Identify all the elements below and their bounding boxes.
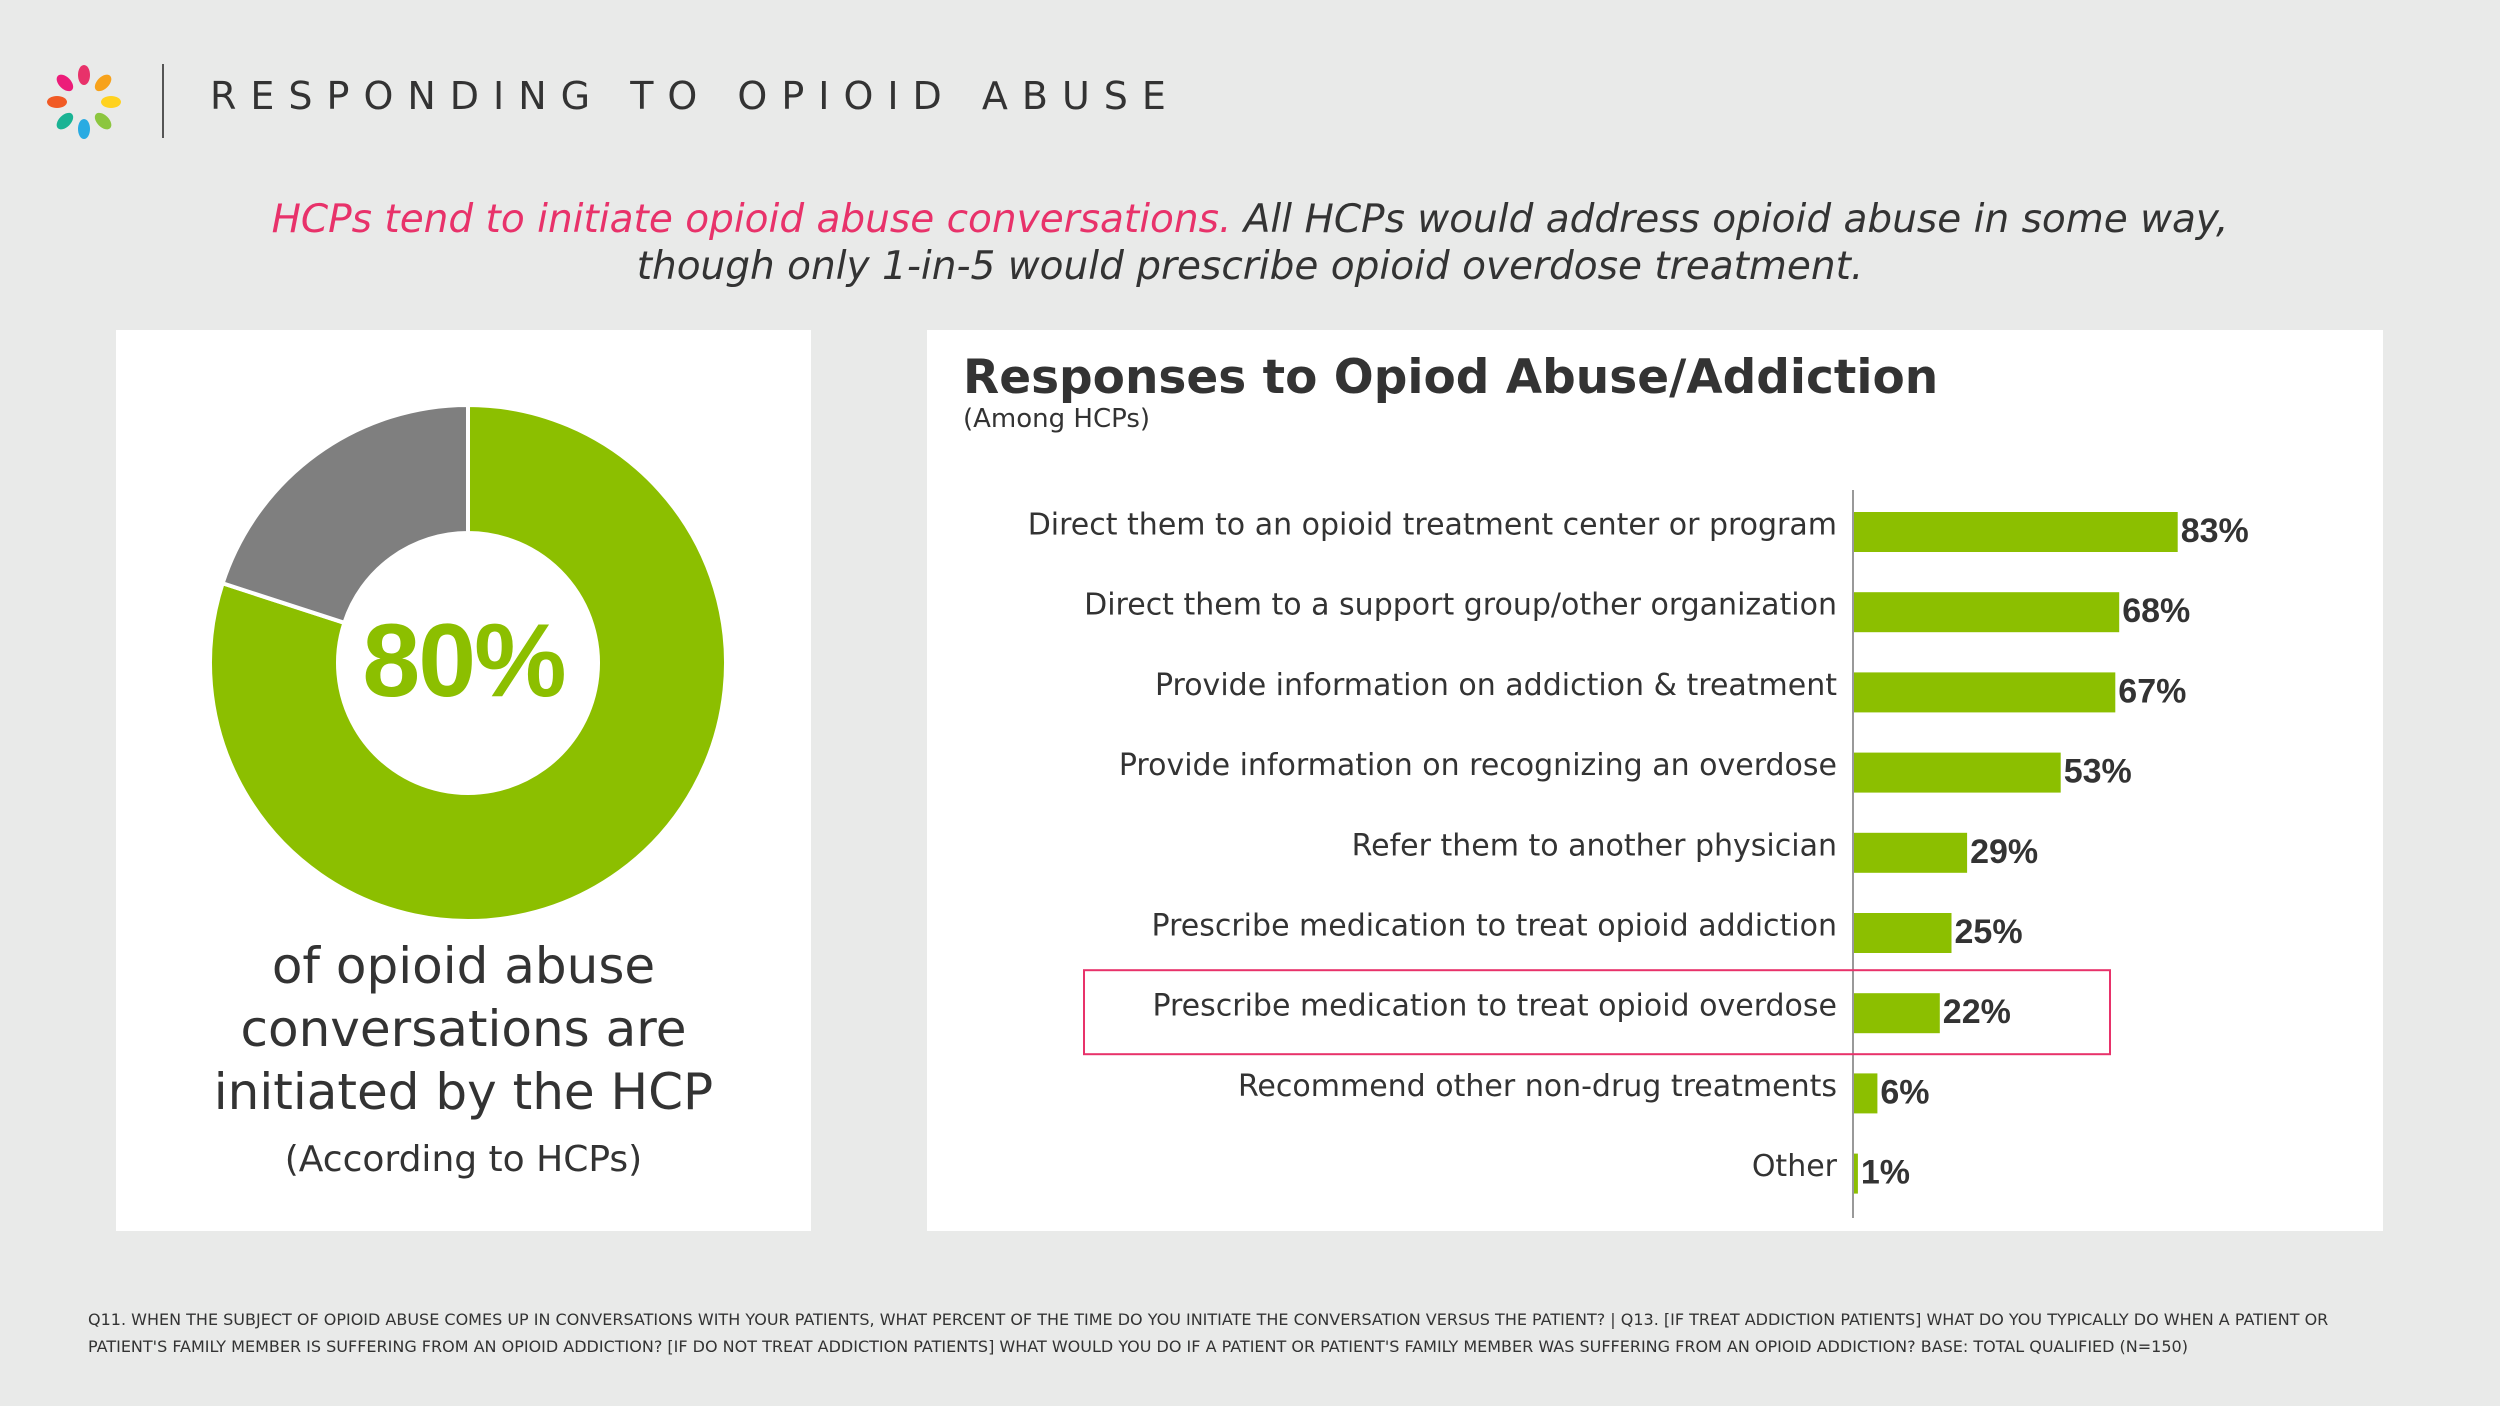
headline-rest: All HCPs would address opioid abuse in s… [1231, 197, 2229, 242]
footnote: Q11. WHEN THE SUBJECT OF OPIOID ABUSE CO… [88, 1310, 2329, 1356]
bar [1854, 993, 1940, 1034]
bar [1854, 1073, 1878, 1114]
value-label: 67% [2118, 672, 2186, 710]
logo-petal [94, 112, 112, 130]
category-label: Recommend other non-drug treatments [1238, 1069, 1837, 1104]
bar [1854, 1153, 1858, 1194]
bar-chart-panel: Responses to Opiod Abuse/Addiction (Amon… [927, 330, 2383, 1231]
value-label: 68% [2122, 592, 2190, 630]
value-label: 53% [2064, 753, 2132, 791]
headline-line-1: HCPs tend to initiate opioid abuse conve… [200, 196, 2300, 243]
logo-petal [78, 119, 90, 139]
chart-subtitle: (Among HCPs) [963, 404, 1151, 434]
headline-line-2: though only 1-in-5 would prescribe opioi… [636, 244, 1864, 289]
value-label: 29% [1970, 833, 2038, 871]
donut-value-label: 80% [362, 603, 566, 719]
chart-title: Responses to Opiod Abuse/Addiction [963, 350, 1939, 405]
bar [1854, 592, 2120, 633]
bar [1854, 913, 1952, 953]
donut-panel: 80% of opioid abuse conversations are in… [116, 330, 811, 1231]
value-label: 22% [1943, 993, 2011, 1031]
bar [1854, 752, 2061, 793]
logo-petal [101, 96, 121, 108]
logo-petal [56, 112, 74, 130]
logo-petal [78, 65, 90, 85]
bar [1854, 512, 2178, 552]
page-title: RESPONDING TO OPIOID ABUSE [210, 74, 1180, 118]
logo-petal [47, 96, 67, 108]
category-label: Refer them to another physician [1352, 828, 1837, 863]
donut-slice [220, 402, 470, 626]
bar-chart: Direct them to an opioid treatment cente… [1028, 490, 2249, 1218]
category-label: Provide information on addiction & treat… [1155, 668, 1837, 703]
headline-accent: HCPs tend to initiate opioid abuse conve… [271, 197, 1232, 242]
value-label: 25% [1955, 913, 2023, 951]
value-label: 1% [1861, 1154, 1910, 1192]
donut-chart [208, 402, 728, 923]
category-label: Direct them to a support group/other org… [1084, 588, 1837, 623]
donut-slice [208, 402, 728, 923]
category-label: Prescribe medication to treat opioid add… [1152, 909, 1837, 944]
donut-caption: of opioid abuse conversations are initia… [213, 937, 714, 1121]
logo-petal [56, 74, 74, 92]
headline: HCPs tend to initiate opioid abuse conve… [200, 196, 2300, 290]
title-divider [162, 64, 164, 138]
category-label: Prescribe medication to treat opioid ove… [1152, 989, 1837, 1024]
logo-petal [94, 74, 112, 92]
donut-note: (According to HCPs) [284, 1139, 643, 1180]
category-label: Other [1752, 1149, 1838, 1184]
category-label: Direct them to an opioid treatment cente… [1028, 508, 1837, 543]
value-label: 83% [2181, 512, 2249, 550]
bar [1854, 832, 1968, 873]
bar [1854, 672, 2116, 713]
category-label: Provide information on recognizing an ov… [1119, 748, 1837, 783]
flower-burst-icon [47, 65, 121, 139]
value-label: 6% [1880, 1073, 1929, 1111]
highlight-box [1083, 969, 2111, 1056]
